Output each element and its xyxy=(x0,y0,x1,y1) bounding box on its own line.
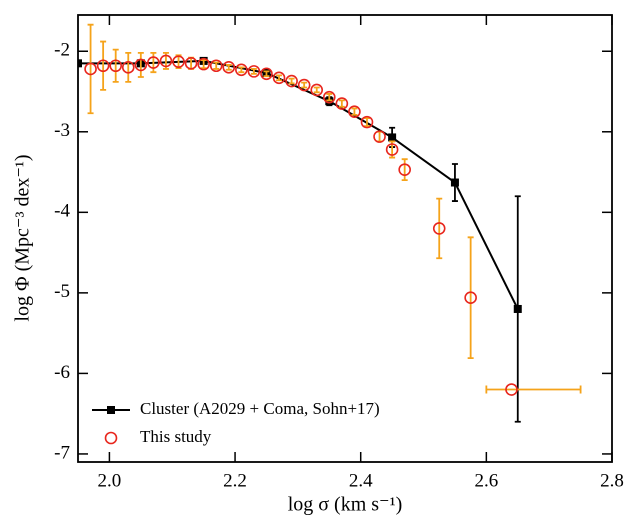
marker-circle xyxy=(247,65,261,78)
error-bar xyxy=(301,81,308,89)
y-tick-label: -4 xyxy=(54,201,70,222)
marker-circle xyxy=(260,67,273,81)
plot-area xyxy=(78,23,582,423)
error-bar xyxy=(250,68,257,75)
marker-square xyxy=(388,133,397,142)
marker-circle xyxy=(159,54,173,68)
marker-circle xyxy=(197,57,210,71)
error-bar xyxy=(338,99,345,108)
marker-circle xyxy=(222,61,236,74)
marker-square xyxy=(450,178,459,187)
legend-label: Cluster (A2029 + Coma, Sohn+17) xyxy=(140,399,380,418)
error-bar xyxy=(100,40,107,91)
marker-circle xyxy=(272,71,286,85)
marker-circle xyxy=(96,59,110,73)
error-bar xyxy=(401,158,408,182)
error-bar xyxy=(263,70,270,78)
marker-circle xyxy=(335,97,349,110)
marker-circle xyxy=(348,105,361,118)
marker-circle xyxy=(172,55,185,69)
y-tick-label: -2 xyxy=(54,40,70,61)
marker-circle xyxy=(209,59,223,73)
marker-circle xyxy=(432,222,446,235)
y-tick-label: -5 xyxy=(54,281,70,302)
y-tick-label: -7 xyxy=(54,442,70,463)
error-bar xyxy=(137,51,144,78)
marker-circle xyxy=(360,115,374,129)
error-bar xyxy=(213,61,220,70)
marker-circle xyxy=(373,130,386,143)
legend-label: This study xyxy=(140,427,212,446)
error-bar xyxy=(313,86,320,94)
error-bar xyxy=(112,48,119,83)
marker-circle xyxy=(505,383,518,396)
error-bar xyxy=(125,51,132,83)
marker-circle xyxy=(184,57,198,70)
marker-circle xyxy=(385,143,399,156)
marker-circle xyxy=(121,61,135,74)
x-tick-label: 2.2 xyxy=(223,470,247,491)
marker-circle xyxy=(285,74,298,88)
error-bar xyxy=(436,197,443,260)
error-bar xyxy=(376,130,383,143)
marker-circle xyxy=(84,62,97,76)
y-tick-label: -3 xyxy=(54,120,70,141)
error-bar xyxy=(225,64,232,71)
error-bar xyxy=(467,236,474,360)
error-bar xyxy=(200,59,207,70)
marker-circle xyxy=(134,58,148,72)
legend-marker xyxy=(104,431,118,445)
marker-circle xyxy=(235,63,248,77)
error-bar xyxy=(363,117,370,128)
marker-circle xyxy=(398,163,411,176)
y-axis-label: log Φ (Mpc⁻³ dex⁻¹) xyxy=(12,154,34,321)
marker-circle xyxy=(109,59,122,73)
marker-circle xyxy=(297,78,311,92)
marker-square xyxy=(78,59,82,68)
series-line xyxy=(78,59,519,310)
marker-circle xyxy=(147,56,160,69)
marker-square xyxy=(513,304,522,313)
error-bar xyxy=(276,74,283,82)
y-tick-label: -6 xyxy=(54,362,70,383)
error-bar xyxy=(188,56,195,70)
error-bar xyxy=(175,54,182,70)
error-bar xyxy=(326,93,333,102)
x-tick-label: 2.4 xyxy=(349,470,373,491)
x-tick-label: 2.6 xyxy=(474,470,498,491)
marker-circle xyxy=(322,90,336,104)
x-axis-label: log σ (km s⁻¹) xyxy=(288,494,403,516)
error-bar xyxy=(288,77,295,85)
x-tick-label: 2.8 xyxy=(600,470,624,491)
marker-circle xyxy=(310,83,324,97)
plot-frame xyxy=(77,14,613,463)
x-error-bar xyxy=(485,385,582,394)
legend-marker xyxy=(107,406,115,414)
error-bar xyxy=(238,66,245,74)
error-bar xyxy=(87,23,94,115)
error-bar xyxy=(351,107,358,116)
marker-circle xyxy=(464,291,477,304)
error-bar xyxy=(150,51,157,74)
x-tick-label: 2.0 xyxy=(98,470,122,491)
